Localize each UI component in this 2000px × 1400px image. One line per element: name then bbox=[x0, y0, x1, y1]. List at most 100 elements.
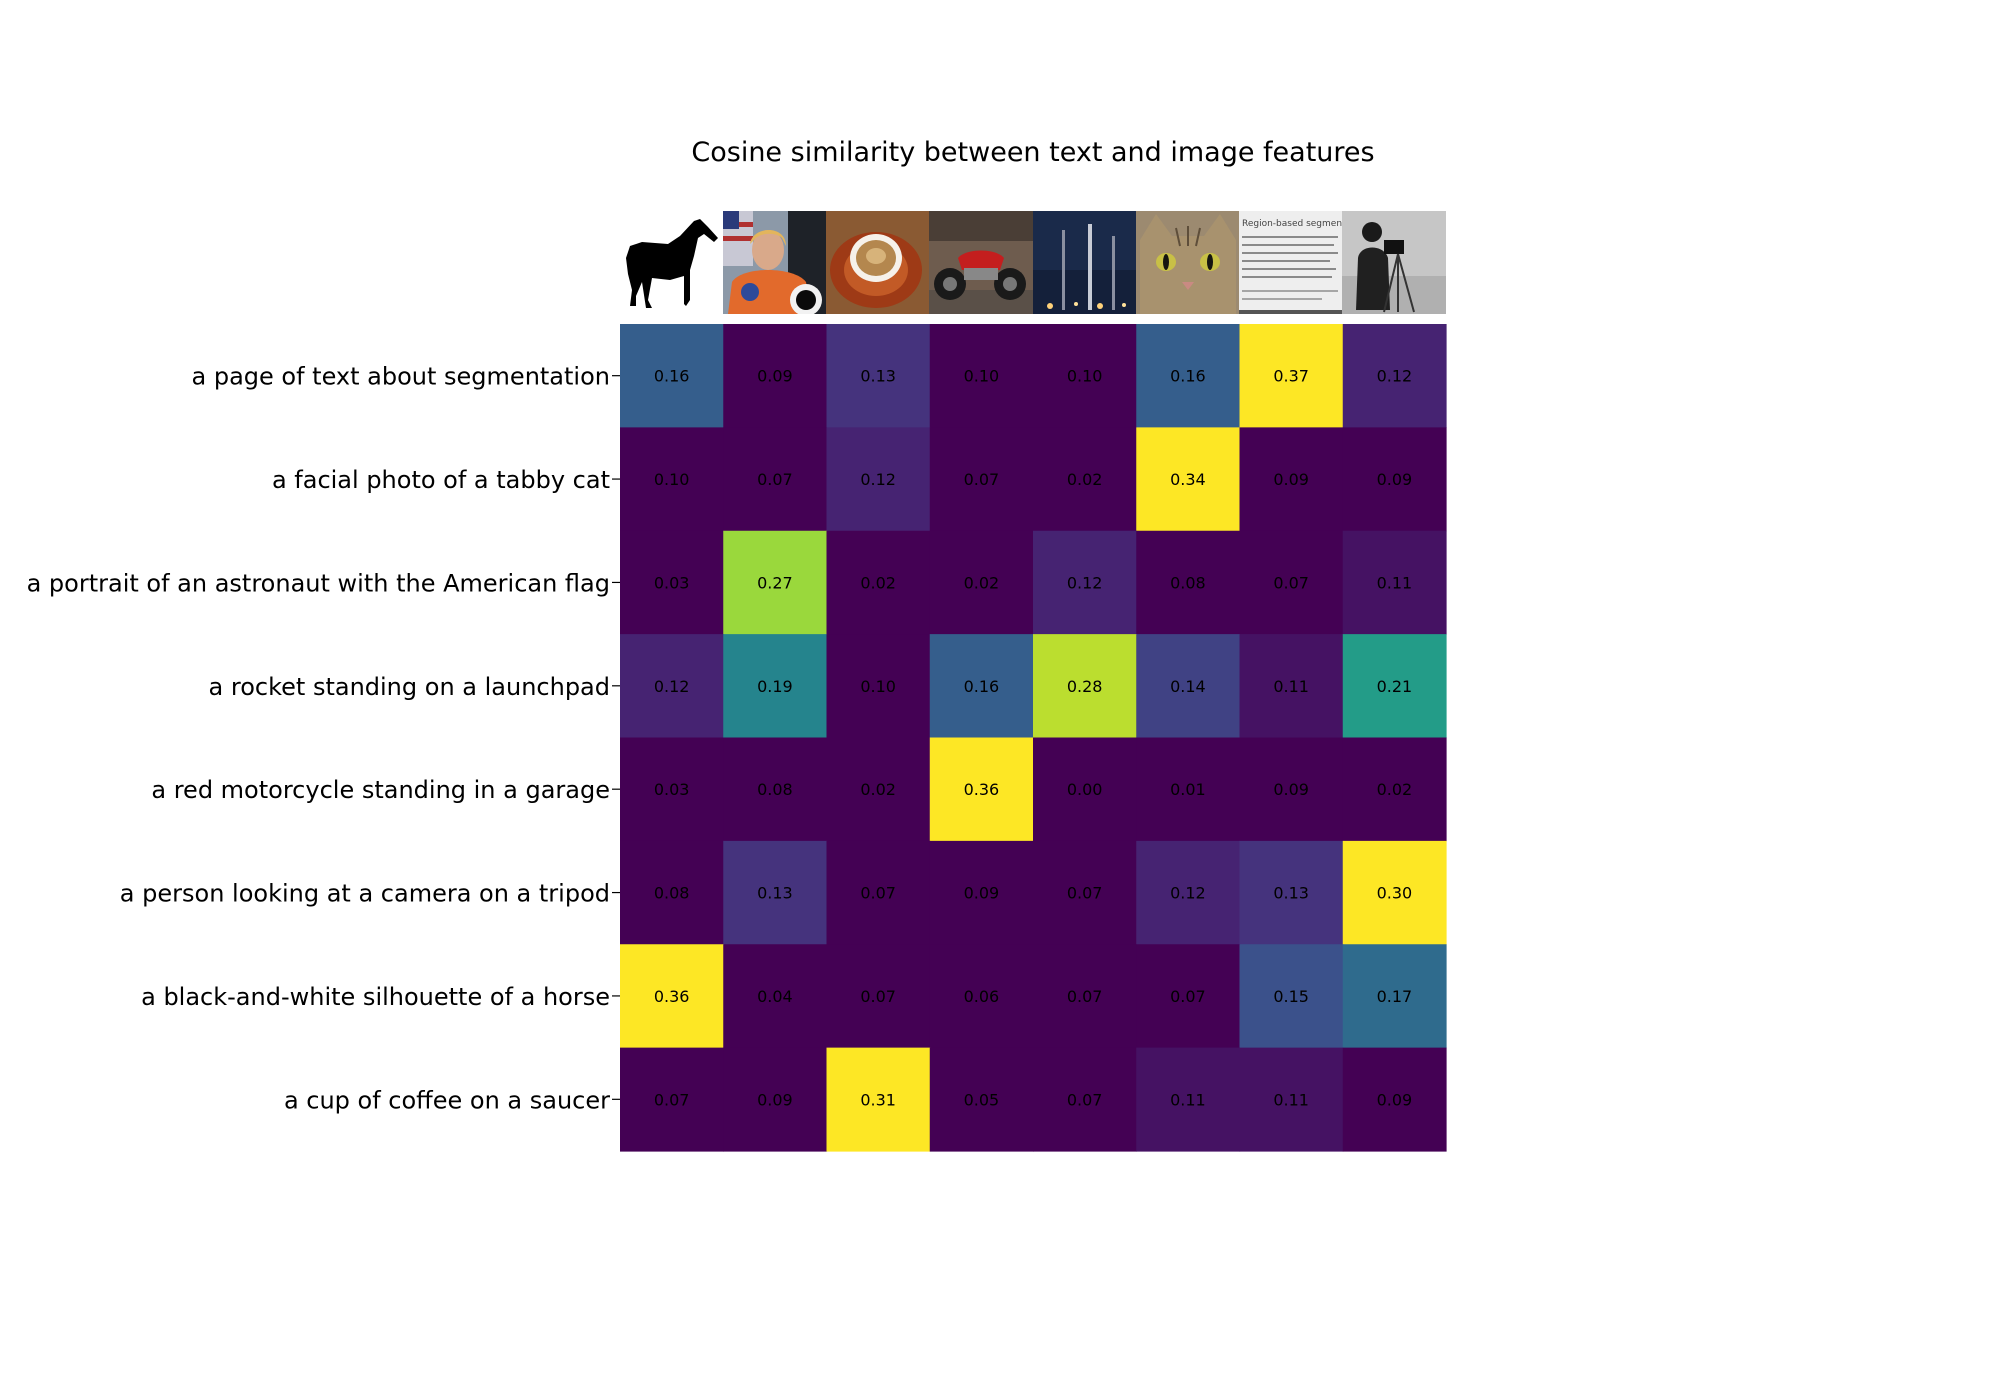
cell-value-label-r1-c1: 0.07 bbox=[757, 470, 793, 489]
rocket-launchpad-image bbox=[1033, 211, 1136, 314]
heatmap-cell-r7-c0 bbox=[620, 1047, 724, 1152]
cell-value-label-r1-c7: 0.09 bbox=[1377, 470, 1413, 489]
heatmap-cell-r6-c0 bbox=[620, 944, 724, 1049]
cell-value-label-r6-c1: 0.04 bbox=[757, 987, 793, 1006]
cell-value-label-r2-c4: 0.12 bbox=[1067, 573, 1103, 592]
heatmap-cell-r3-c0 bbox=[620, 634, 724, 739]
cell-value-label-r5-c7: 0.30 bbox=[1377, 884, 1413, 903]
cell-value-label-r1-c6: 0.09 bbox=[1273, 470, 1309, 489]
cell-value-label-r4-c5: 0.01 bbox=[1170, 780, 1206, 799]
heatmap-cell-r4-c7 bbox=[1342, 737, 1447, 842]
heatmap-cell-r2-c6 bbox=[1239, 530, 1344, 635]
cell-value-label-r1-c3: 0.07 bbox=[964, 470, 1000, 489]
heatmap-cell-r0-c3 bbox=[929, 324, 1034, 428]
heatmap-cell-r1-c5 bbox=[1136, 427, 1241, 532]
heatmap-cell-r7-c6 bbox=[1239, 1047, 1344, 1152]
cell-value-label-r4-c1: 0.08 bbox=[757, 780, 793, 799]
heatmap-cell-r2-c0 bbox=[620, 530, 724, 635]
row-label-6: a black-and-white silhouette of a horse bbox=[141, 983, 610, 1011]
heatmap-cell-r6-c6 bbox=[1239, 944, 1344, 1049]
cell-value-label-r3-c5: 0.14 bbox=[1170, 677, 1206, 696]
camera-person-image bbox=[1342, 211, 1446, 314]
heatmap-cell-r0-c0 bbox=[620, 324, 724, 428]
y-axis-labels: a page of text about segmentation a facia… bbox=[27, 363, 611, 1115]
cell-value-label-r3-c0: 0.12 bbox=[654, 677, 690, 696]
cell-value-label-r4-c4: 0.00 bbox=[1067, 780, 1103, 799]
heatmap-cell-r5-c7 bbox=[1342, 840, 1447, 945]
heatmap-cell-r3-c5 bbox=[1136, 634, 1241, 739]
heatmap-cell-r7-c4 bbox=[1033, 1047, 1137, 1152]
heatmap-cell-r1-c3 bbox=[929, 427, 1034, 532]
heatmap-cell-r5-c2 bbox=[826, 840, 931, 945]
heatmap-cell-r7-c2 bbox=[826, 1047, 931, 1152]
cell-value-label-r0-c0: 0.16 bbox=[654, 367, 690, 386]
cell-value-label-r2-c7: 0.11 bbox=[1377, 573, 1413, 592]
cell-value-label-r6-c4: 0.07 bbox=[1067, 987, 1103, 1006]
row-label-7: a cup of coffee on a saucer bbox=[284, 1086, 610, 1114]
cell-value-label-r2-c0: 0.03 bbox=[654, 573, 690, 592]
cell-value-label-r0-c6: 0.37 bbox=[1273, 367, 1309, 386]
y-axis-ticks bbox=[612, 375, 620, 1100]
red-motorcycle-image bbox=[929, 211, 1033, 314]
row-label-5: a person looking at a camera on a tripod bbox=[120, 880, 610, 908]
heatmap-cell-r6-c2 bbox=[826, 944, 931, 1049]
cell-value-label-r5-c5: 0.12 bbox=[1170, 884, 1206, 903]
heatmap-cell-r3-c3 bbox=[929, 634, 1034, 739]
heatmap-cell-r3-c7 bbox=[1342, 634, 1447, 739]
heatmap-cell-r5-c4 bbox=[1033, 840, 1137, 945]
cell-value-label-r3-c7: 0.21 bbox=[1377, 677, 1413, 696]
cell-value-label-r5-c2: 0.07 bbox=[860, 884, 896, 903]
heatmap-cell-r2-c5 bbox=[1136, 530, 1241, 635]
cell-value-label-r3-c4: 0.28 bbox=[1067, 677, 1103, 696]
cell-value-label-r0-c3: 0.10 bbox=[964, 367, 1000, 386]
heatmap-cell-labels: 0.16 0.09 0.13 0.10 0.10 0.16 0.37 0.12 0.10 0.07… bbox=[654, 367, 1412, 1110]
cell-value-label-r5-c1: 0.13 bbox=[757, 884, 793, 903]
cell-value-label-r7-c4: 0.07 bbox=[1067, 1090, 1103, 1109]
heatmap-cell-r1-c1 bbox=[723, 427, 828, 532]
row-label-3: a rocket standing on a launchpad bbox=[209, 673, 610, 701]
astronaut-portrait-image bbox=[723, 211, 826, 314]
cell-value-label-r5-c4: 0.07 bbox=[1067, 884, 1103, 903]
heatmap-cell-r2-c3 bbox=[929, 530, 1034, 635]
image-thumbnail-strip: Region-based segmentation bbox=[620, 211, 1446, 314]
cell-value-label-r7-c5: 0.11 bbox=[1170, 1090, 1206, 1109]
cell-value-label-r2-c1: 0.27 bbox=[757, 573, 793, 592]
heatmap-cell-r0-c7 bbox=[1342, 324, 1447, 428]
cell-value-label-r6-c2: 0.07 bbox=[860, 987, 896, 1006]
heatmap-cell-r4-c0 bbox=[620, 737, 724, 842]
heatmap-cell-r1-c4 bbox=[1033, 427, 1137, 532]
cell-value-label-r7-c7: 0.09 bbox=[1377, 1090, 1413, 1109]
cell-value-label-r7-c2: 0.31 bbox=[860, 1090, 896, 1109]
heatmap-cell-r1-c0 bbox=[620, 427, 724, 532]
heatmap-cell-r4-c5 bbox=[1136, 737, 1241, 842]
heatmap-cell-r5-c0 bbox=[620, 840, 724, 945]
heatmap-cell-r0-c6 bbox=[1239, 324, 1344, 428]
heatmap-cell-r2-c4 bbox=[1033, 530, 1137, 635]
heatmap-cell-r4-c3 bbox=[929, 737, 1034, 842]
heatmap-cell-r1-c7 bbox=[1342, 427, 1447, 532]
heatmap-cell-r0-c4 bbox=[1033, 324, 1137, 428]
cell-value-label-r6-c7: 0.17 bbox=[1377, 987, 1413, 1006]
heatmap-cell-r1-c6 bbox=[1239, 427, 1344, 532]
cell-value-label-r7-c3: 0.05 bbox=[964, 1090, 1000, 1109]
cell-value-label-r2-c5: 0.08 bbox=[1170, 573, 1206, 592]
cell-value-label-r1-c2: 0.12 bbox=[860, 470, 896, 489]
heatmap-cell-r5-c6 bbox=[1239, 840, 1344, 945]
cell-value-label-r6-c6: 0.15 bbox=[1273, 987, 1309, 1006]
heatmap-cell-r1-c2 bbox=[826, 427, 931, 532]
heatmap-cell-r0-c2 bbox=[826, 324, 931, 428]
heatmap-cell-r6-c4 bbox=[1033, 944, 1137, 1049]
cell-value-label-r5-c0: 0.08 bbox=[654, 884, 690, 903]
page-heading-text: Region-based segmentation bbox=[1242, 219, 1368, 229]
heatmap-cell-r4-c2 bbox=[826, 737, 931, 842]
cell-value-label-r2-c6: 0.07 bbox=[1273, 573, 1309, 592]
cell-value-label-r6-c5: 0.07 bbox=[1170, 987, 1206, 1006]
heatmap-cell-r2-c1 bbox=[723, 530, 828, 635]
cell-value-label-r4-c7: 0.02 bbox=[1377, 780, 1413, 799]
cell-value-label-r1-c0: 0.10 bbox=[654, 470, 690, 489]
cell-value-label-r7-c0: 0.07 bbox=[654, 1090, 690, 1109]
heatmap-cell-r3-c2 bbox=[826, 634, 931, 739]
cell-value-label-r2-c3: 0.02 bbox=[964, 573, 1000, 592]
cell-value-label-r1-c4: 0.02 bbox=[1067, 470, 1103, 489]
